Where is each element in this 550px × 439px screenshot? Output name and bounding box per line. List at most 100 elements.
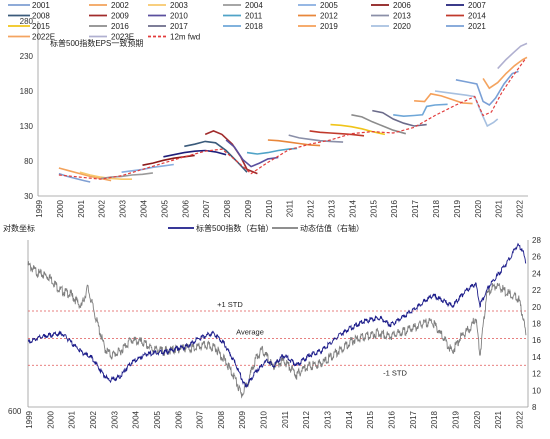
eps-y-tick: 130 bbox=[20, 122, 34, 131]
val-x-tick: 2012 bbox=[302, 410, 311, 428]
eps-y-tick: 180 bbox=[20, 87, 34, 96]
eps-legend-label: 2005 bbox=[320, 1, 338, 10]
eps-series-2010 bbox=[225, 139, 279, 168]
eps-x-tick: 2009 bbox=[244, 199, 253, 217]
val-right-tick: 12 bbox=[532, 370, 541, 379]
eps-series-2012 bbox=[267, 139, 321, 147]
eps-chart-title: 标普500指数EPS一致预期 bbox=[50, 38, 143, 48]
eps-legend-label: 2011 bbox=[245, 12, 263, 21]
eps-y-tick: 30 bbox=[24, 192, 33, 201]
val-x-tick: 2014 bbox=[345, 410, 354, 428]
eps-x-tick: 1999 bbox=[35, 199, 44, 217]
eps-legend-label: 2003 bbox=[170, 1, 188, 10]
val-right-ticks: 8 10 12 14 16 18 20 22 24 26 28 bbox=[532, 236, 541, 412]
eps-x-tick: 2006 bbox=[181, 199, 190, 217]
eps-x-tick: 2004 bbox=[139, 199, 148, 217]
eps-legend-label: 2020 bbox=[393, 22, 411, 31]
eps-legend-label: 2018 bbox=[245, 22, 263, 31]
log-scale-label: 对数坐标 bbox=[3, 223, 35, 233]
eps-legend-label: 12m fwd bbox=[170, 33, 200, 42]
val-x-tick: 2019 bbox=[451, 410, 460, 428]
eps-legend-label: 2023E bbox=[111, 33, 134, 42]
eps-legend-label: 2013 bbox=[393, 12, 411, 21]
val-series-lines bbox=[27, 242, 527, 399]
val-legend-label: 标普500指数（右轴） bbox=[196, 223, 273, 233]
val-x-tick: 1999 bbox=[25, 410, 34, 428]
eps-x-tick: 2017 bbox=[411, 199, 420, 217]
val-right-tick: 24 bbox=[532, 269, 541, 278]
val-x-tick: 2010 bbox=[260, 410, 269, 428]
eps-x-tick: 2008 bbox=[223, 199, 232, 217]
val-right-tick: 16 bbox=[532, 336, 541, 345]
val-right-tick: 10 bbox=[532, 386, 541, 395]
eps-series-2018 bbox=[393, 103, 448, 118]
eps-series-lines bbox=[58, 42, 528, 183]
eps-legend-label: 2017 bbox=[170, 22, 188, 31]
val-x-ticks: 1999 2000 2001 2002 2003 2004 2005 2006 2007 2008… bbox=[25, 410, 524, 428]
std-line-label: -1 STD bbox=[383, 368, 407, 377]
val-x-tick: 2007 bbox=[196, 410, 205, 428]
val-legend-label: 动态估值（右轴） bbox=[300, 223, 364, 233]
val-right-tick: 20 bbox=[532, 303, 541, 312]
val-x-tick: 2018 bbox=[430, 410, 439, 428]
eps-y-tick: 230 bbox=[20, 52, 34, 61]
eps-series-2021 bbox=[455, 70, 519, 107]
val-x-tick: 2005 bbox=[153, 410, 162, 428]
eps-legend-label: 2015 bbox=[32, 22, 50, 31]
eps-x-tick: 2012 bbox=[307, 199, 316, 217]
eps-legend-label: 2007 bbox=[468, 1, 486, 10]
eps-y-tick: 280 bbox=[20, 17, 34, 26]
std-line-label: +1 STD bbox=[217, 300, 243, 309]
val-x-tick: 2022 bbox=[515, 410, 524, 428]
val-right-tick: 14 bbox=[532, 353, 541, 362]
val-x-tick: 2001 bbox=[68, 410, 77, 428]
val-x-tick: 2016 bbox=[387, 410, 396, 428]
eps-x-tick: 2021 bbox=[495, 199, 504, 217]
eps-x-tick: 2019 bbox=[453, 199, 462, 217]
val-x-tick: 2002 bbox=[89, 410, 98, 428]
val-x-tick: 2011 bbox=[281, 410, 290, 428]
eps-x-tick: 2014 bbox=[348, 199, 357, 217]
eps-series-12m-fwd bbox=[58, 59, 526, 180]
val-x-tick: 2009 bbox=[238, 410, 247, 428]
val-right-tick: 28 bbox=[532, 236, 541, 245]
eps-x-tick: 2003 bbox=[119, 199, 128, 217]
val-legend: 标普500指数（右轴） 动态估值（右轴） bbox=[168, 223, 364, 233]
eps-series-2004 bbox=[100, 172, 154, 180]
std-line-label: Average bbox=[236, 328, 264, 337]
valuation-line bbox=[27, 261, 527, 399]
val-right-tick: 26 bbox=[532, 253, 541, 262]
eps-x-ticks: 1999 2000 2001 2002 2003 2004 2005 2006 2007 2008… bbox=[35, 199, 525, 217]
eps-legend-label: 2021 bbox=[468, 22, 486, 31]
eps-chart: 标普500指数EPS一致预期 30 80 130 180 230 280 1999 2000… bbox=[8, 1, 528, 218]
eps-series-2008 bbox=[184, 140, 248, 173]
eps-x-tick: 2013 bbox=[328, 199, 337, 217]
val-x-tick: 2021 bbox=[494, 410, 503, 428]
val-x-tick: 2013 bbox=[324, 410, 333, 428]
eps-series-2023e bbox=[497, 42, 528, 70]
eps-legend: 2001 2002 2003 2004 2005 2006 2007 2008 2009 2010… bbox=[8, 1, 486, 42]
eps-x-tick: 2015 bbox=[369, 199, 378, 217]
val-x-tick: 2017 bbox=[409, 410, 418, 428]
eps-legend-label: 2016 bbox=[111, 22, 129, 31]
val-x-tick: 2020 bbox=[473, 410, 482, 428]
eps-x-tick: 2022 bbox=[516, 199, 525, 217]
eps-x-tick: 2016 bbox=[390, 199, 399, 217]
eps-x-tick: 2018 bbox=[432, 199, 441, 217]
eps-legend-label: 2010 bbox=[170, 12, 188, 21]
eps-series-2016 bbox=[351, 114, 407, 135]
left-tick-600: 600 bbox=[8, 407, 22, 416]
val-right-tick: 18 bbox=[532, 320, 541, 329]
eps-series-2006 bbox=[142, 154, 195, 166]
eps-x-tick: 2005 bbox=[160, 199, 169, 217]
valuation-chart: 对数坐标 600 +1 STD Average -1 STD 8 10 12 14 16 18… bbox=[3, 223, 541, 429]
val-x-tick: 2006 bbox=[174, 410, 183, 428]
eps-legend-label: 2006 bbox=[393, 1, 411, 10]
eps-series-2007 bbox=[163, 149, 227, 158]
eps-legend-label: 2004 bbox=[245, 1, 263, 10]
val-x-tick: 2003 bbox=[110, 410, 119, 428]
eps-legend-label: 2002 bbox=[111, 1, 129, 10]
sp500-line bbox=[27, 242, 527, 389]
val-x-tick: 2015 bbox=[366, 410, 375, 428]
